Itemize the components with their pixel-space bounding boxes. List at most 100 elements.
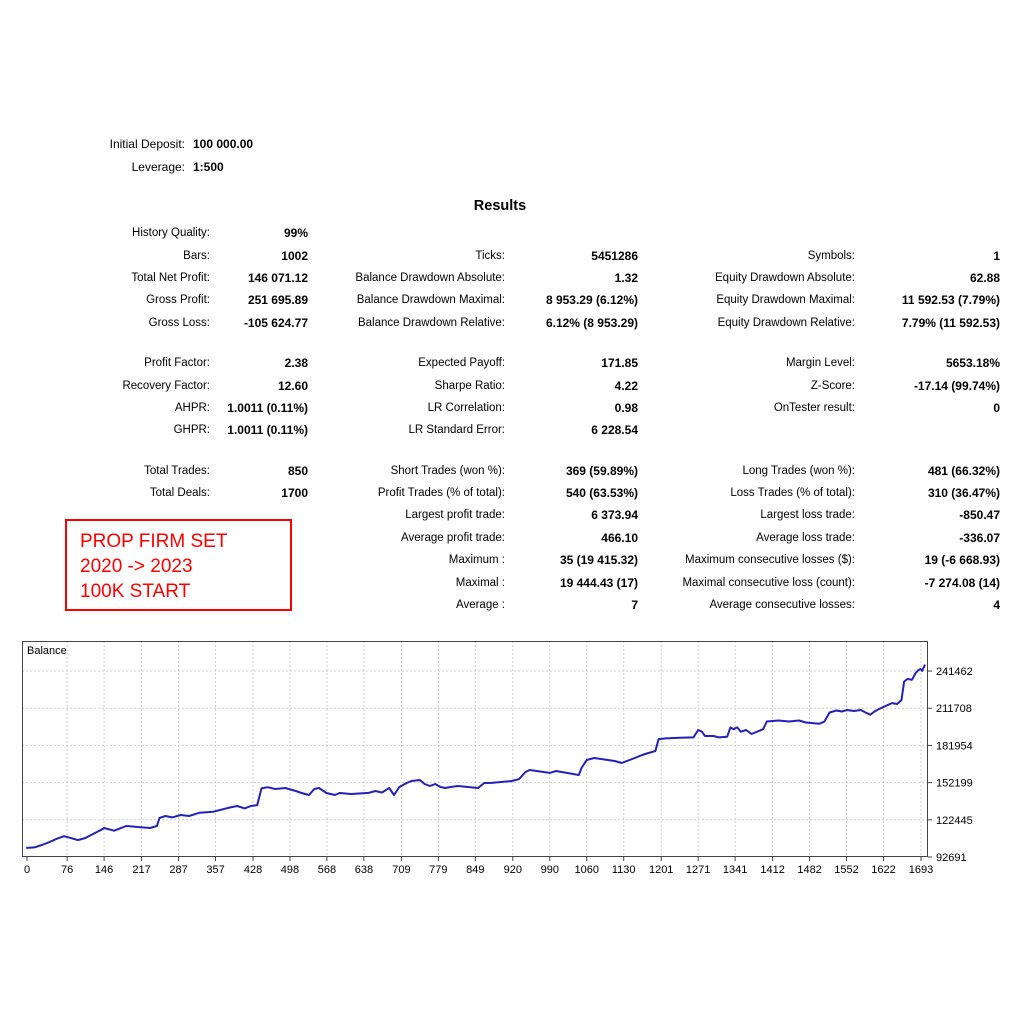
x-tick-label: 287 <box>169 864 187 876</box>
x-tick-label: 568 <box>318 864 336 876</box>
y-tick-label: 181954 <box>936 740 973 752</box>
stat-value: 19 (-6 668.93) <box>924 553 1000 568</box>
stat-value: 466.10 <box>601 530 638 545</box>
stats-row: Maximum : 35 (19 415.32) Maximum consecuti… <box>20 549 1000 571</box>
stat-value: 6 373.94 <box>591 508 638 523</box>
stats-row: Gross Loss: -105 624.77 Balance Drawdown R… <box>20 312 1000 334</box>
stats-spacer <box>20 334 1000 352</box>
y-tick-label: 122445 <box>936 815 973 827</box>
leverage-label: Leverage: <box>131 159 185 174</box>
stat-label: OnTester result: <box>773 401 855 414</box>
stat-label: Total Deals: <box>149 487 210 500</box>
stat-label: Balance Drawdown Maximal: <box>356 294 505 307</box>
stat-label: Average profit trade: <box>401 531 505 544</box>
x-tick-label: 1622 <box>871 864 895 876</box>
stat-label: History Quality: <box>132 227 210 240</box>
stat-value: 8 953.29 (6.12%) <box>545 293 638 308</box>
stat-label: Equity Drawdown Relative: <box>717 316 855 329</box>
stat-label: Equity Drawdown Absolute: <box>715 271 855 284</box>
x-tick-label: 357 <box>206 864 224 876</box>
stat-label: Gross Profit: <box>146 294 210 307</box>
stat-label: GHPR: <box>173 424 210 437</box>
stat-value: 310 (36.47%) <box>927 486 1000 501</box>
x-tick-label: 990 <box>541 864 559 876</box>
annotation-box: PROP FIRM SET 2020 -> 2023 100K START <box>65 519 292 611</box>
stat-label: Largest loss trade: <box>760 509 855 522</box>
initial-deposit-value: 100 000.00 <box>193 136 254 151</box>
stat-value: 0.98 <box>614 400 638 415</box>
results-stats-table: History Quality: 99% Bars: 1002 Ticks: 545128… <box>20 222 1000 616</box>
x-tick-label: 1341 <box>723 864 747 876</box>
x-tick-label: 428 <box>244 864 262 876</box>
stat-label: Profit Factor: <box>144 357 210 370</box>
stat-label: Expected Payoff: <box>418 357 505 370</box>
stat-value: -850.47 <box>959 508 1000 523</box>
stat-label: Maximum consecutive losses ($): <box>685 554 855 567</box>
x-tick-label: 1201 <box>649 864 673 876</box>
stat-value: 19 444.43 (17) <box>559 575 638 590</box>
stat-label: Bars: <box>183 249 210 262</box>
stat-value: 369 (59.89%) <box>565 463 638 478</box>
x-tick-label: 1412 <box>760 864 784 876</box>
initial-deposit-row: Initial Deposit: 100 000.00 <box>20 132 253 155</box>
stat-value: 62.88 <box>969 270 1000 285</box>
stats-row: Total Net Profit: 146 071.12 Balance Drawd… <box>20 267 1000 289</box>
annotation-line-1: PROP FIRM SET <box>80 531 228 552</box>
stat-label: Largest profit trade: <box>405 509 505 522</box>
stat-value: -105 624.77 <box>243 315 308 330</box>
chart-border <box>22 641 928 857</box>
stat-value: 35 (19 415.32) <box>559 553 638 568</box>
account-info: Initial Deposit: 100 000.00 Leverage: 1:… <box>20 132 253 178</box>
x-tick-label: 709 <box>392 864 410 876</box>
stat-label: Short Trades (won %): <box>390 464 505 477</box>
stat-value: 1 <box>993 248 1000 263</box>
stats-row: Average : 7 Average consecutive losses: 4 <box>20 594 1000 616</box>
stat-value: 5653.18% <box>945 356 1000 371</box>
stat-value: -7 274.08 (14) <box>924 575 1000 590</box>
stat-label: Average loss trade: <box>756 531 855 544</box>
stat-label: Total Net Profit: <box>131 271 210 284</box>
stat-label: Symbols: <box>807 249 855 262</box>
x-tick-label: 638 <box>355 864 373 876</box>
balance-chart-svg: 0 76 146 217 287 357 428 498 568 638 709 779 849 920 9… <box>22 641 973 876</box>
stats-row: Total Trades: 850 Short Trades (won %): 369… <box>20 460 1000 482</box>
x-tick-label: 217 <box>132 864 150 876</box>
stat-value: 2.38 <box>284 356 308 371</box>
balance-chart: 0 76 146 217 287 357 428 498 568 638 709 779 849 920 9… <box>22 641 1022 886</box>
stat-label: Gross Loss: <box>148 316 210 329</box>
stat-label: Total Trades: <box>144 464 210 477</box>
y-tick-label: 152199 <box>936 778 973 790</box>
stat-value: -17.14 (99.74%) <box>913 378 1000 393</box>
stats-row: Bars: 1002 Ticks: 5451286 Symbols: 1 <box>20 244 1000 266</box>
stat-value: 5451286 <box>591 248 638 263</box>
stat-value: 251 695.89 <box>247 293 308 308</box>
leverage-row: Leverage: 1:500 <box>20 155 253 178</box>
chart-legend-balance: Balance <box>27 645 67 657</box>
stat-label: Average consecutive losses: <box>709 599 855 612</box>
stats-row: GHPR: 1.0011 (0.11%) LR Standard Error: 6 2… <box>20 419 1000 441</box>
stats-row: Recovery Factor: 12.60 Sharpe Ratio: 4.22 Z-… <box>20 374 1000 396</box>
stat-value: -336.07 <box>959 530 1000 545</box>
stat-label: Maximum : <box>448 554 505 567</box>
stat-value: 12.60 <box>277 378 308 393</box>
stat-value: 7 <box>631 598 638 613</box>
initial-deposit-label: Initial Deposit: <box>109 136 185 151</box>
stats-row: AHPR: 1.0011 (0.11%) LR Correlation: 0.98 On… <box>20 397 1000 419</box>
x-tick-label: 76 <box>61 864 73 876</box>
x-tick-label: 1482 <box>797 864 821 876</box>
stat-label: Equity Drawdown Maximal: <box>716 294 855 307</box>
annotation-line-3: 100K START <box>80 581 191 602</box>
stat-label: Balance Drawdown Absolute: <box>355 271 505 284</box>
stat-value: 7.79% (11 592.53) <box>901 315 1000 330</box>
stat-label: Long Trades (won %): <box>742 464 855 477</box>
x-tick-label: 920 <box>504 864 522 876</box>
stat-value: 4.22 <box>614 378 638 393</box>
leverage-value: 1:500 <box>193 159 224 174</box>
stat-label: Loss Trades (% of total): <box>730 487 855 500</box>
stat-value: 171.85 <box>601 356 638 371</box>
y-tick-label: 92691 <box>936 852 967 864</box>
stat-value: 540 (63.53%) <box>565 486 638 501</box>
stats-row: History Quality: 99% <box>20 222 1000 244</box>
stat-label: AHPR: <box>174 401 210 414</box>
